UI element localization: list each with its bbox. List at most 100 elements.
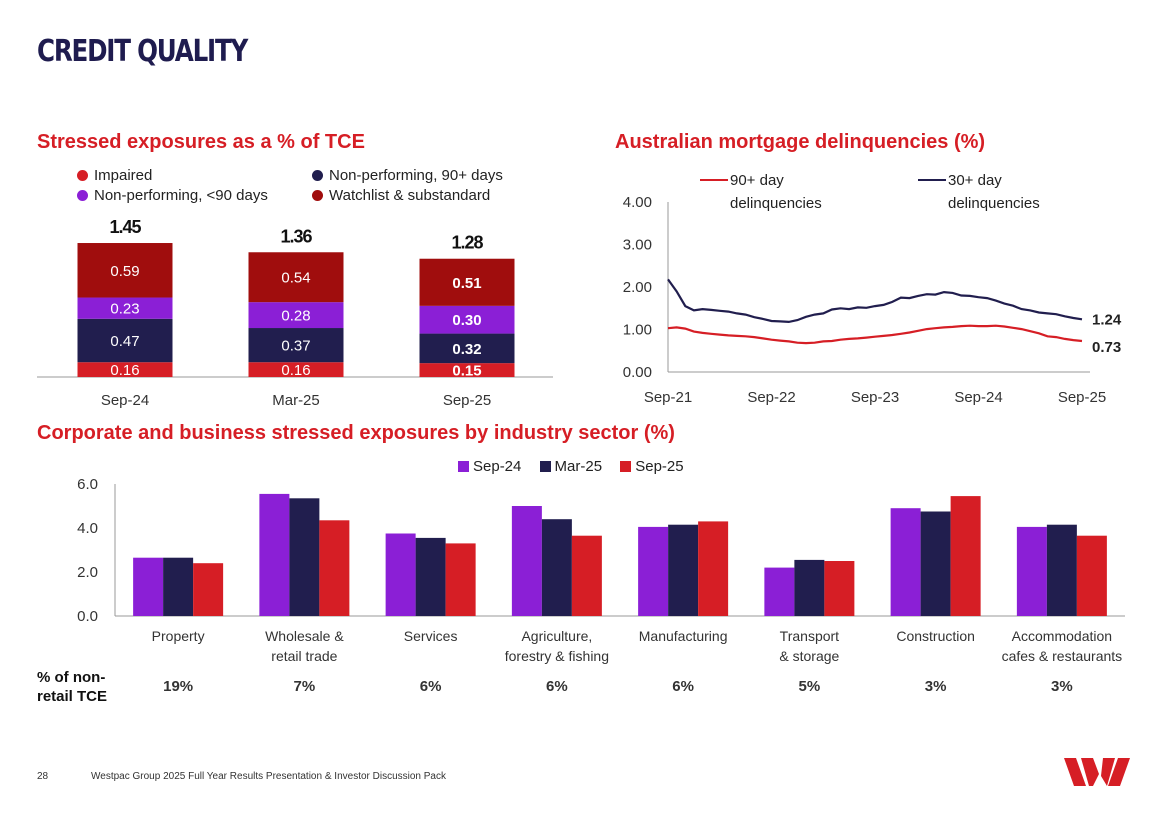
industry-category-label: cafes & restaurants [1002, 648, 1123, 664]
line-y-tick-label: 2.00 [623, 279, 652, 296]
stressed-exposures-title: Stressed exposures as a % of TCE [37, 131, 365, 153]
legend-label-impaired: Impaired [94, 167, 153, 184]
stacked-segment-label: 0.30 [452, 312, 481, 329]
stacked-segment-label: 0.23 [110, 301, 139, 318]
legend-swatch-impaired [77, 170, 88, 181]
stacked-bar-segment [248, 302, 344, 329]
industry-bar [319, 520, 350, 616]
stacked-bar-segment [419, 258, 515, 306]
stacked-bar-segment [419, 333, 515, 364]
industry-bar [193, 563, 224, 616]
line-x-tick-label: Sep-24 [954, 389, 1002, 406]
stacked-total-label: 1.36 [280, 226, 312, 246]
stacked-segment-label: 0.28 [281, 308, 310, 325]
industry-bar [698, 521, 729, 616]
westpac-logo [1064, 758, 1130, 786]
industry-category-label: & storage [779, 648, 839, 664]
legend-label-sep24: Sep-24 [473, 458, 522, 475]
stacked-segment-label: 0.37 [281, 338, 310, 355]
legend-watchlist: Watchlist & substandard [312, 187, 490, 204]
legend-swatch-sep24 [458, 461, 469, 472]
industry-category-label: Accommodation [1012, 628, 1112, 644]
line-y-tick-label: 4.00 [623, 194, 652, 211]
legend-swatch-sep25 [620, 461, 632, 472]
industry-y-tick-label: 6.0 [77, 476, 98, 493]
stacked-bar-segment [248, 252, 344, 303]
legend-label-np-lt90: Non-performing, <90 days [94, 187, 268, 204]
tce-share-value: 5% [798, 678, 821, 695]
industry-category-label: retail trade [271, 648, 337, 664]
legend-label-mar25: Mar-25 [554, 458, 603, 475]
industry-bar [163, 557, 194, 616]
line-x-tick-label: Sep-22 [747, 389, 795, 406]
industry-bar [133, 557, 164, 616]
line-legend-label: 30+ day [948, 172, 1002, 189]
industry-category-label: Agriculture, [521, 628, 592, 644]
industry-bar [571, 535, 602, 616]
industry-bar [445, 543, 476, 616]
industry-category-label: Property [152, 628, 205, 644]
industry-bar [289, 498, 320, 616]
line-series-90-day [667, 324, 1083, 345]
stacked-category-label: Mar-25 [272, 392, 320, 409]
stacked-segment-label: 0.32 [452, 341, 481, 358]
industry-bar [764, 567, 795, 616]
industry-legend: Sep-24 Mar-25 Sep-25 [458, 458, 684, 475]
legend-label-np90: Non-performing, 90+ days [329, 167, 503, 184]
industry-y-tick-label: 2.0 [77, 564, 98, 581]
page-number: 28 [37, 771, 49, 782]
line-end-label: 1.24 [1092, 311, 1122, 328]
footer-text: Westpac Group 2025 Full Year Results Pre… [91, 771, 446, 782]
tce-share-value: 6% [672, 678, 694, 695]
line-y-tick-label: 1.00 [623, 322, 652, 339]
tce-row-label: % of non- retail TCE [37, 668, 107, 706]
tce-share-value: 7% [293, 678, 316, 695]
line-legend-label: delinquencies [948, 195, 1040, 212]
legend-swatch-np90 [312, 170, 323, 181]
stacked-total-label: 1.28 [451, 233, 483, 253]
industry-bar [415, 537, 446, 616]
stacked-bar-segment [77, 243, 173, 298]
stacked-segment-label: 0.59 [110, 263, 139, 280]
legend-swatch-mar25 [539, 461, 551, 472]
legend-np-lt90: Non-performing, <90 days [77, 187, 268, 204]
line-x-tick-label: Sep-23 [851, 389, 899, 406]
stacked-segment-label: 0.54 [281, 270, 310, 287]
stacked-bar-segment [419, 363, 515, 377]
stacked-bar-segment [248, 328, 344, 363]
legend-impaired: Impaired [77, 167, 152, 184]
legend-label-watchlist: Watchlist & substandard [329, 187, 491, 204]
industry-bar [950, 496, 981, 616]
stacked-bar-segment [419, 305, 515, 334]
line-legend-label: delinquencies [730, 195, 822, 212]
stacked-segment-label: 0.16 [110, 362, 139, 379]
industry-category-label: Transport [780, 628, 840, 644]
tce-share-value: 6% [419, 678, 442, 695]
stacked-total-label: 1.45 [109, 217, 141, 237]
mortgage-delinquencies-title: Australian mortgage delinquencies (%) [615, 131, 986, 153]
stacked-category-label: Sep-25 [443, 392, 491, 409]
page-title: CREDIT QUALITY [37, 34, 248, 69]
tce-share-value: 3% [924, 678, 947, 695]
industry-bar [638, 526, 669, 616]
industry-y-tick-label: 0.0 [77, 608, 98, 625]
industry-bar [668, 524, 699, 616]
industry-y-tick-label: 4.0 [77, 520, 98, 537]
tce-share-value: 6% [546, 678, 568, 695]
industry-category-label: Wholesale & [265, 628, 344, 644]
line-x-tick-label: Sep-21 [644, 389, 692, 406]
industry-category-label: Manufacturing [639, 628, 728, 644]
stacked-bar-segment [248, 362, 344, 377]
industry-bar [824, 561, 855, 616]
stacked-bar-chart: 0.16 0.47 0.23 0.59 1.45 Sep-24 0.16 0.37 0.28 0.… [37, 217, 553, 409]
legend-label-sep25: Sep-25 [635, 458, 684, 475]
industry-bar [920, 511, 951, 616]
industry-title: Corporate and business stressed exposure… [37, 422, 675, 444]
mortgage-line-chart: 0.00 1.00 2.00 3.00 4.00 Sep-21 Sep-22 Sep-23 Se… [623, 172, 1122, 406]
legend-swatch-watchlist [312, 190, 323, 201]
industry-category-label: Construction [896, 628, 975, 644]
industry-bar [1076, 535, 1107, 616]
line-end-label: 0.73 [1092, 339, 1121, 356]
line-y-tick-label: 3.00 [623, 237, 652, 254]
